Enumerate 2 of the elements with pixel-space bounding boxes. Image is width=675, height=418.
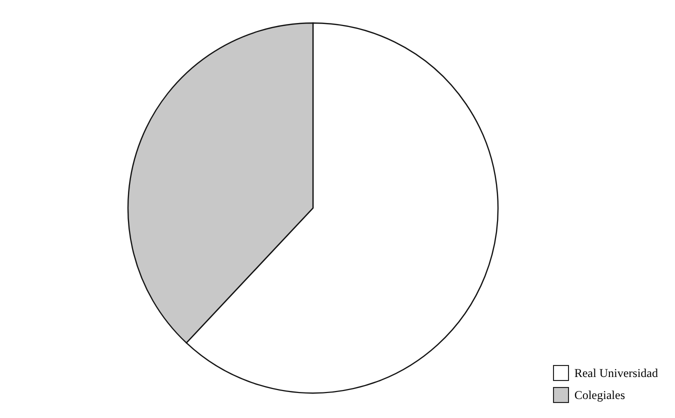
legend-label: Colegiales [574, 388, 625, 402]
slice-label: Real Universidad [574, 366, 658, 380]
